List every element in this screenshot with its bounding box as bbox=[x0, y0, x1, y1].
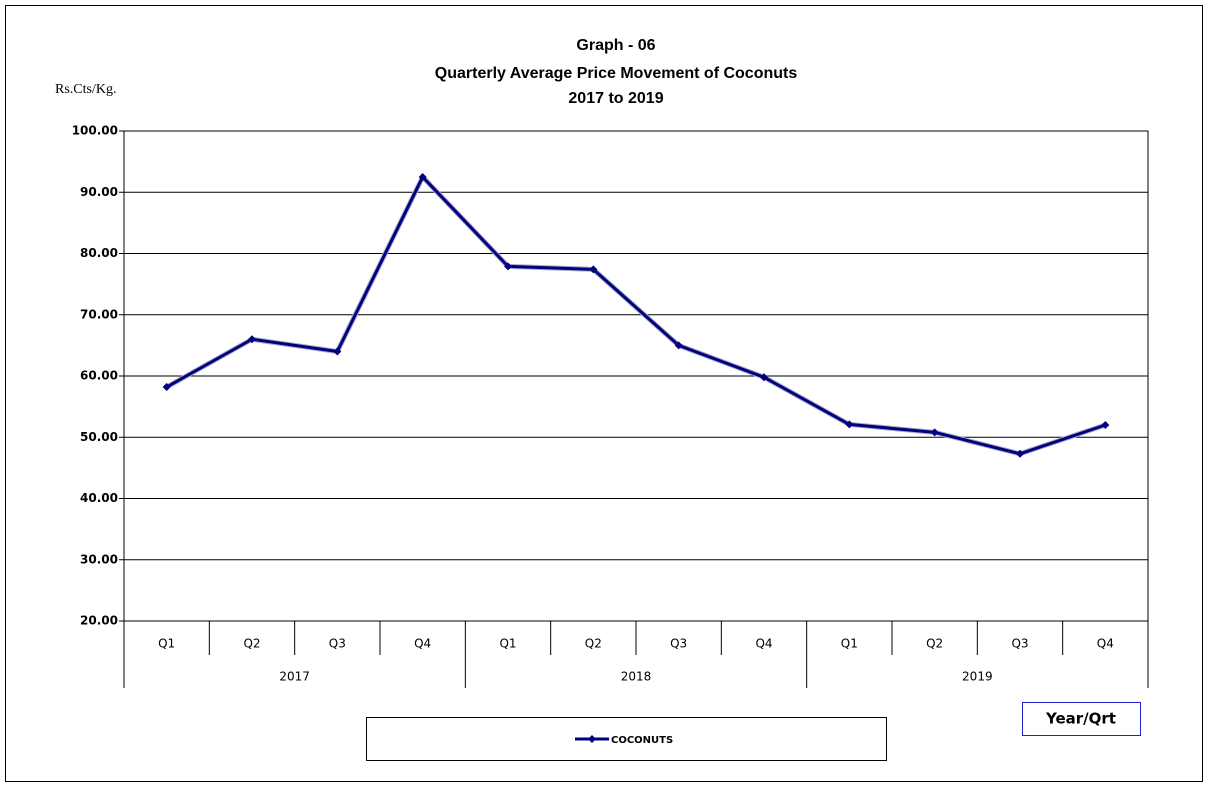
point bbox=[162, 383, 171, 392]
x-tick-label: Q2 bbox=[926, 637, 943, 651]
point bbox=[1101, 421, 1110, 429]
point bbox=[930, 428, 939, 437]
x-tick-label: Q2 bbox=[243, 637, 260, 651]
legend-box bbox=[366, 717, 887, 761]
group-label: 2019 bbox=[962, 670, 993, 684]
x-tick-label: Q1 bbox=[158, 637, 175, 651]
y-tick-label: 80.00 bbox=[80, 246, 118, 260]
x-tick-label: Q1 bbox=[841, 637, 858, 651]
x-tick-label: Q4 bbox=[1097, 637, 1114, 651]
x-axis-label: Year/Qrt bbox=[1045, 710, 1116, 728]
group-label: 2018 bbox=[621, 670, 652, 684]
chart-title: Quarterly Average Price Movement of Coco… bbox=[435, 65, 798, 82]
y-tick-label: 100.00 bbox=[72, 124, 118, 138]
y-tick-label: 40.00 bbox=[80, 491, 118, 505]
point bbox=[333, 347, 342, 356]
y-tick-label: 70.00 bbox=[80, 307, 118, 321]
point bbox=[589, 265, 598, 274]
x-tick-label: Q4 bbox=[755, 637, 772, 651]
point bbox=[674, 341, 683, 350]
x-tick-label: Q2 bbox=[585, 637, 602, 651]
point bbox=[1016, 449, 1024, 458]
x-tick-label: Q1 bbox=[499, 637, 516, 651]
x-tick-label: Q3 bbox=[329, 637, 346, 651]
group-label: 2017 bbox=[279, 670, 310, 684]
point bbox=[418, 172, 427, 181]
x-label-box bbox=[1022, 702, 1141, 736]
y-tick-label: 90.00 bbox=[80, 185, 118, 199]
point bbox=[760, 373, 768, 382]
chart-title: 2017 to 2019 bbox=[568, 90, 663, 107]
y-tick-label: 20.00 bbox=[80, 614, 118, 628]
x-tick-label: Q4 bbox=[414, 637, 431, 651]
series-line bbox=[165, 175, 1106, 456]
point bbox=[504, 262, 512, 271]
point bbox=[845, 420, 854, 429]
x-tick-label: Q3 bbox=[1011, 637, 1028, 651]
y-axis-label: Rs.Cts/Kg. bbox=[55, 82, 116, 97]
x-tick-label: Q3 bbox=[670, 637, 687, 651]
legend-marker bbox=[588, 735, 596, 743]
y-tick-label: 30.00 bbox=[80, 552, 118, 566]
y-tick-label: 50.00 bbox=[80, 430, 118, 444]
point bbox=[248, 335, 256, 344]
legend-label: COCONUTS bbox=[611, 735, 673, 746]
chart-title: Graph - 06 bbox=[576, 37, 655, 54]
y-tick-label: 60.00 bbox=[80, 369, 118, 383]
